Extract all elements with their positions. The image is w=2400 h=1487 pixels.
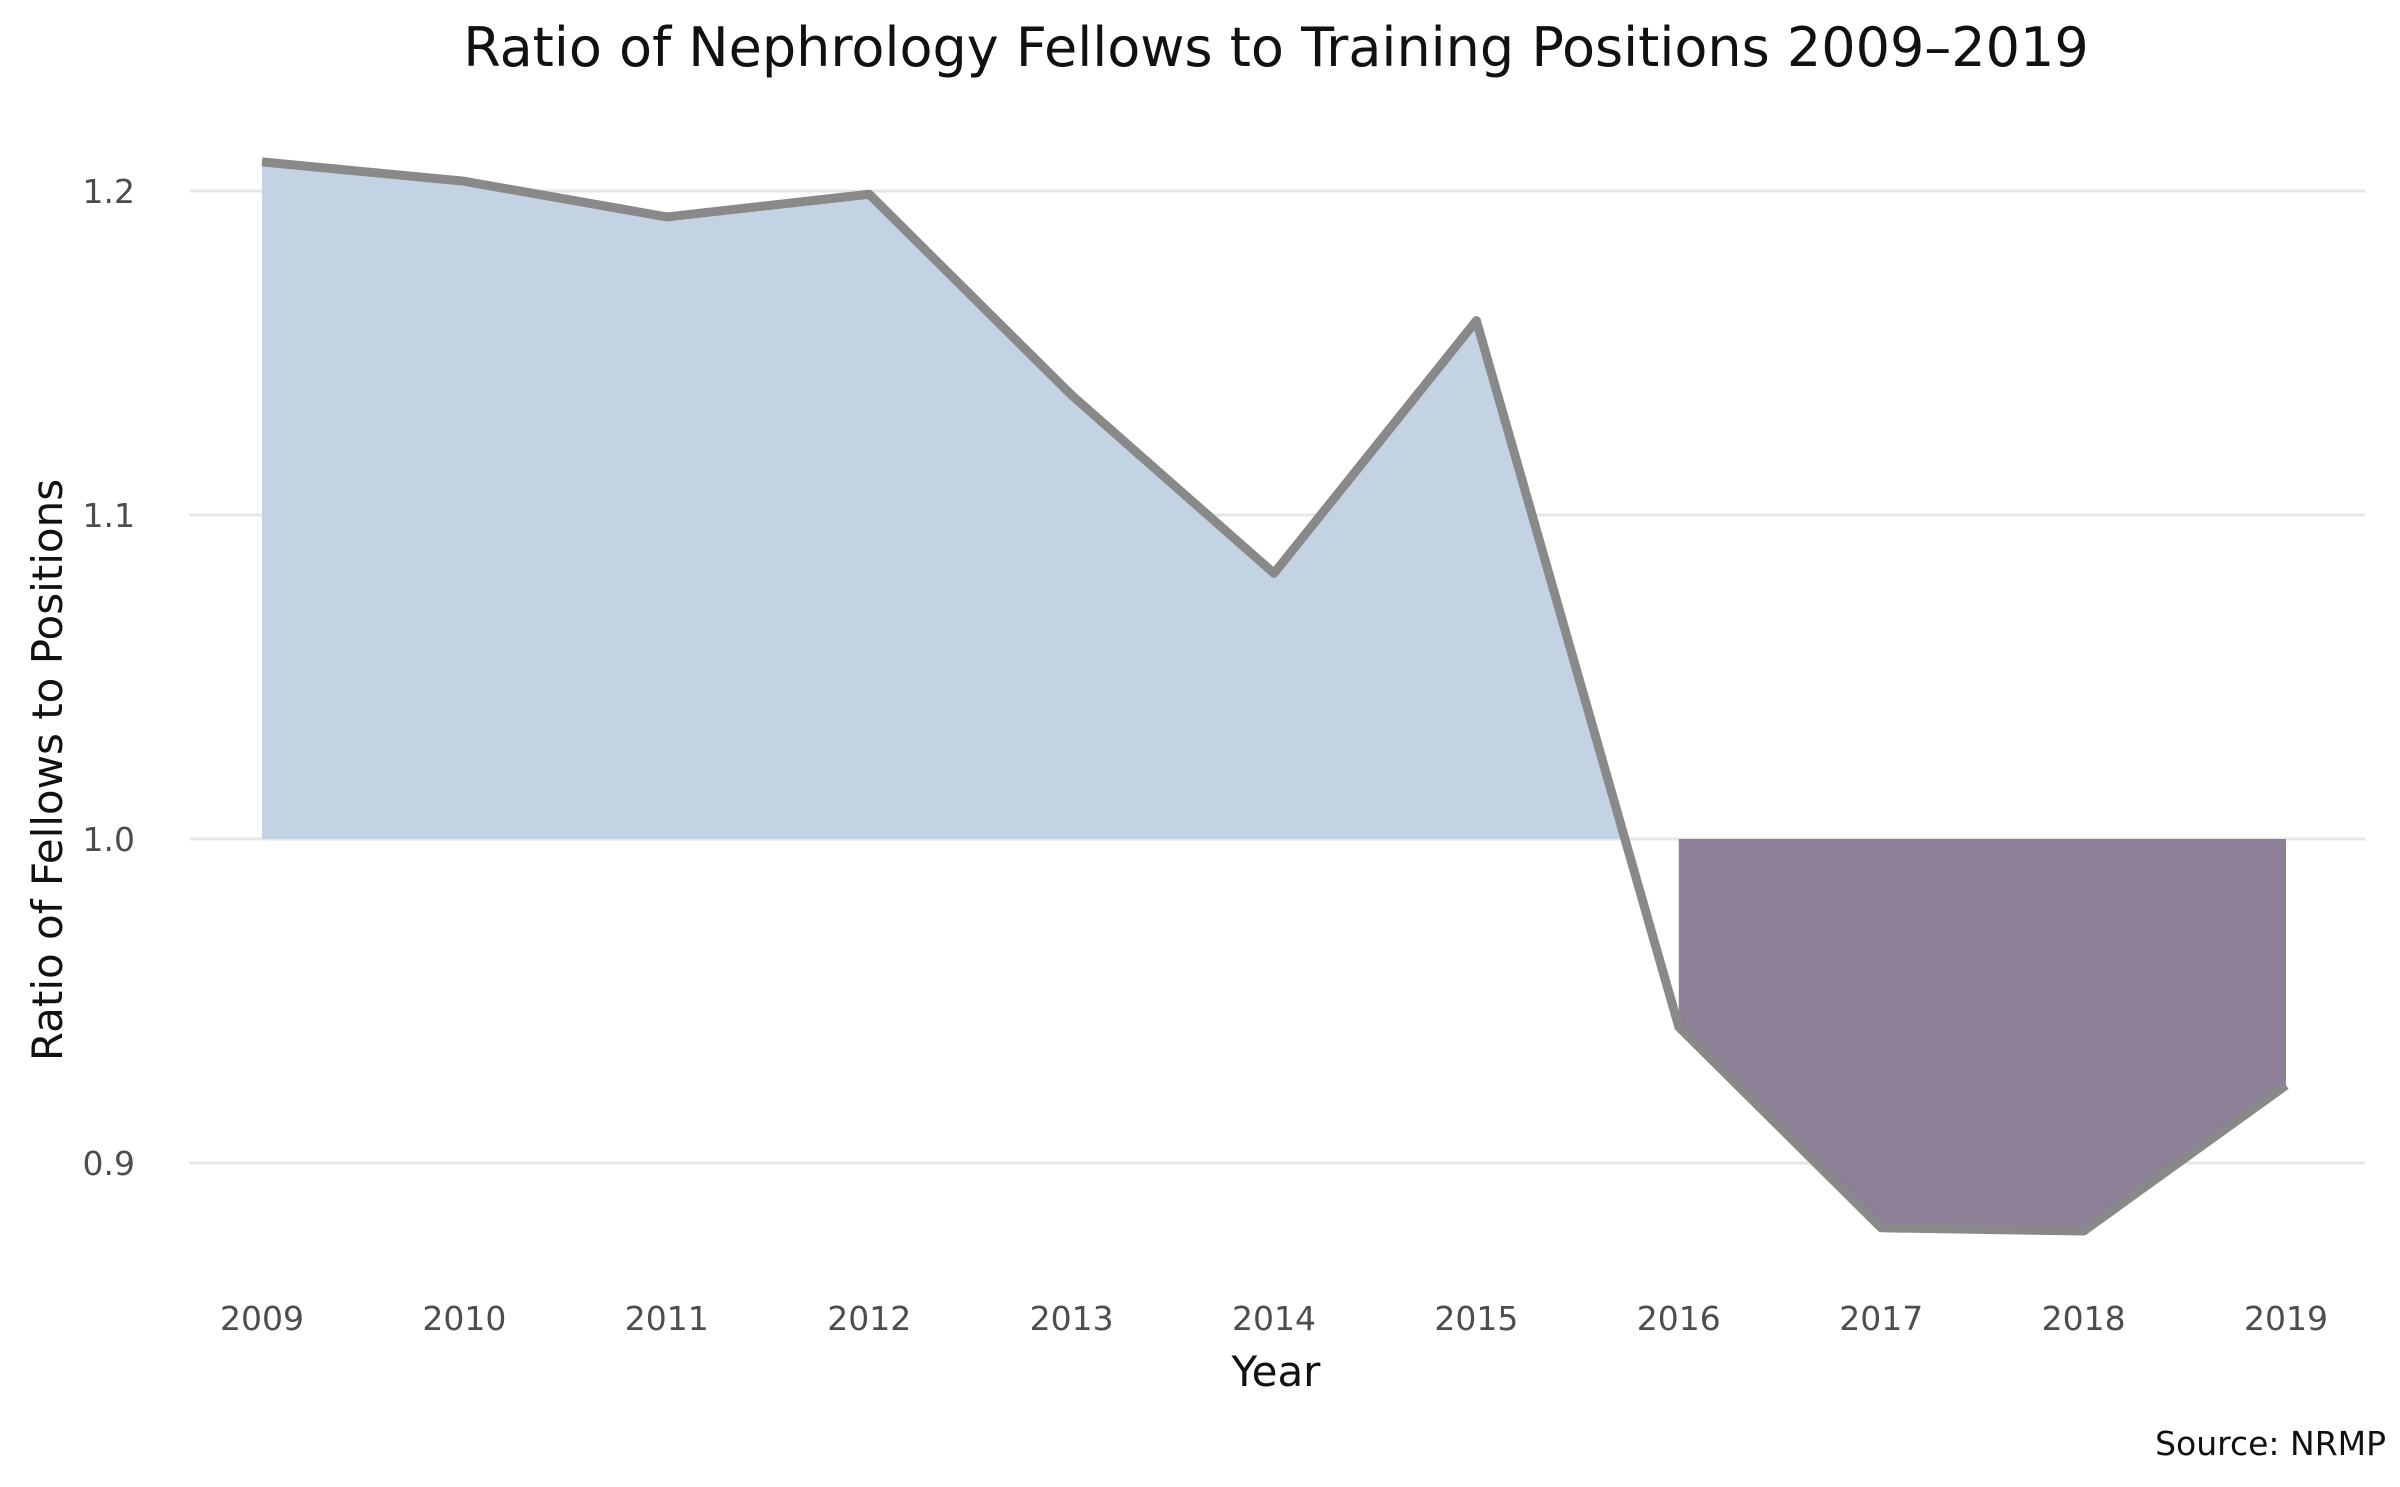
data-point	[1877, 1224, 1885, 1232]
chart-caption: Source: NRMP	[2155, 1424, 2386, 1463]
area-fills	[262, 161, 2286, 1232]
ratio-line	[258, 157, 2290, 1236]
data-point	[460, 177, 468, 185]
series-line	[261, 157, 2289, 1236]
y-axis-ticks: 0.9 1.0 1.1 1.2	[83, 172, 135, 1183]
x-axis-title: Year	[1231, 1347, 1322, 1396]
data-point	[1472, 317, 1480, 325]
x-tick-label: 2009	[220, 1299, 304, 1338]
area-below-baseline	[1678, 839, 2286, 1232]
data-point	[1270, 569, 1278, 577]
data-point	[865, 190, 873, 198]
data-point	[2080, 1227, 2088, 1235]
y-tick-label: 1.2	[83, 172, 135, 211]
y-tick-label: 1.1	[83, 496, 135, 535]
chart-title: Ratio of Nephrology Fellows to Training …	[463, 16, 2088, 79]
x-tick-label: 2019	[2244, 1299, 2328, 1338]
y-axis-title: Ratio of Fellows to Positions	[23, 479, 72, 1061]
data-point	[1068, 391, 1076, 399]
x-tick-label: 2012	[827, 1299, 911, 1338]
y-tick-label: 0.9	[83, 1144, 135, 1183]
data-point	[1675, 1023, 1683, 1031]
x-tick-label: 2018	[2042, 1299, 2126, 1338]
x-axis-ticks: 2009 2010 2011 2012 2013 2014 2015 2016 2017 2018…	[220, 1299, 2328, 1338]
x-tick-label: 2014	[1232, 1299, 1316, 1338]
y-tick-label: 1.0	[83, 820, 135, 859]
x-tick-label: 2011	[625, 1299, 709, 1338]
x-tick-label: 2016	[1637, 1299, 1721, 1338]
x-tick-label: 2015	[1434, 1299, 1518, 1338]
data-point	[663, 213, 671, 221]
data-point	[2282, 1081, 2290, 1089]
x-tick-label: 2010	[422, 1299, 506, 1338]
x-tick-label: 2017	[1839, 1299, 1923, 1338]
x-tick-label: 2013	[1030, 1299, 1114, 1338]
data-point	[258, 158, 266, 166]
area-above-baseline	[262, 161, 1625, 840]
